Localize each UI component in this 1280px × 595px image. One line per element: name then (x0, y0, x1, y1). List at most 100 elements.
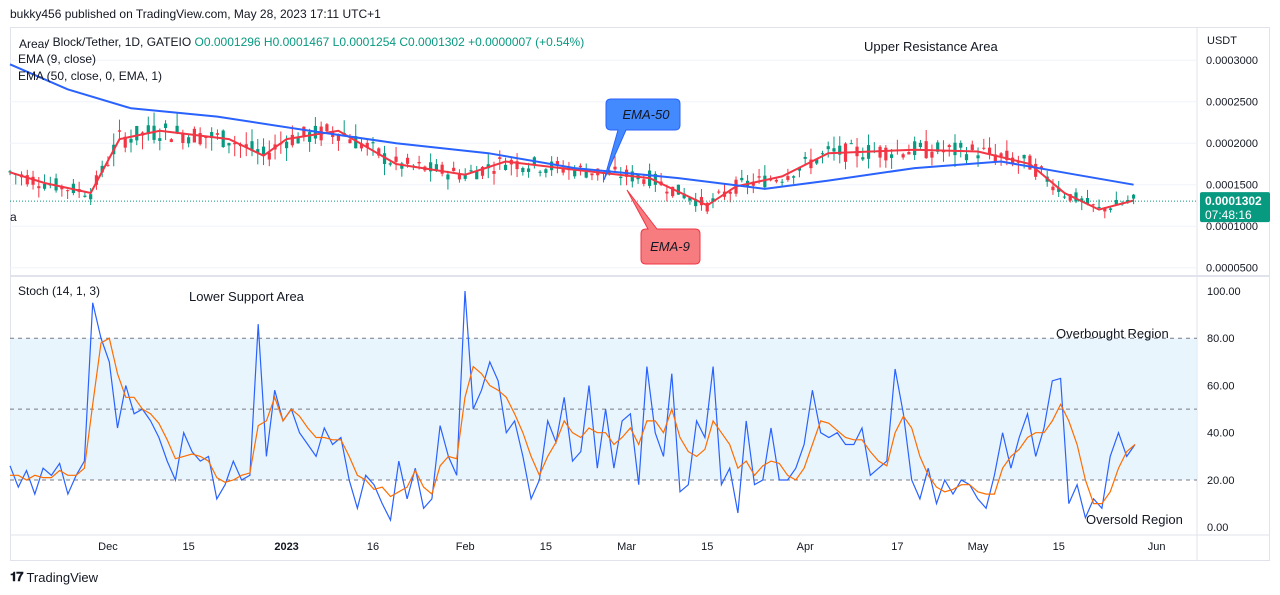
stoch-d-line[interactable] (10, 337, 1136, 505)
candle-body (694, 199, 698, 207)
stoch-legend[interactable]: Stoch (14, 1, 3) (18, 284, 101, 298)
time-tick-label: May (968, 541, 989, 553)
stoch-tick-label: 60.00 (1207, 380, 1235, 392)
candle-body (826, 146, 830, 150)
ema50-callout-label: EMA-50 (623, 107, 671, 122)
candle-body (394, 156, 398, 162)
candle-body (987, 147, 992, 155)
candle-body (717, 191, 721, 193)
ohlc-values: O0.0001296 H0.0001467 L0.0001254 C0.0001… (194, 35, 585, 49)
candle-body (446, 174, 450, 180)
candle-body (550, 161, 554, 171)
candle-body (711, 198, 715, 202)
candle-body (371, 142, 375, 144)
candle-body (590, 173, 594, 176)
candle-body (181, 133, 185, 143)
time-tick-label: 15 (1053, 541, 1065, 553)
time-tick-label: Apr (797, 541, 814, 553)
footer-brand[interactable]: 𝟏𝟕 TradingView (10, 569, 98, 585)
stoch-k-line[interactable] (9, 290, 1136, 523)
candle-body (480, 167, 485, 176)
candle-body (233, 143, 237, 145)
candle-body (1108, 208, 1113, 210)
candle-body (1011, 157, 1015, 165)
chart-legend: Lucky Block/Tether, 1D, GATEIO O0.000129… (18, 34, 584, 85)
time-axis-ticks: Dec 15 2023 16 Feb 15 Mar 15 Apr 17 May 15 Jun (98, 541, 1165, 553)
candle-body (1022, 154, 1026, 159)
candle-body (325, 124, 329, 132)
candle-body (676, 184, 681, 195)
candle-body (54, 178, 58, 191)
candle-body (187, 137, 191, 144)
candle-body (705, 202, 709, 212)
last-price-badge: 0.0001302 07:48:16 (1200, 192, 1270, 223)
candle-body (175, 125, 179, 133)
candle-body (878, 146, 882, 158)
candle-body (83, 195, 87, 197)
publish-info: bukky456 published on TradingView.com, M… (10, 7, 381, 21)
candle-body (573, 169, 577, 177)
stoch-tick-label: 100.00 (1207, 286, 1241, 298)
candle-body (901, 154, 905, 158)
time-tick-label: Feb (456, 541, 475, 553)
candle-body (492, 171, 496, 174)
candle-body (1034, 163, 1038, 177)
candle-body (302, 126, 306, 136)
candle-body (1057, 187, 1061, 192)
candle-body (642, 179, 646, 184)
candle-body (434, 164, 438, 172)
candle-body (429, 162, 433, 172)
candle-body (964, 154, 969, 161)
candle-body (388, 163, 392, 165)
ema9-callout: EMA-9 (626, 189, 701, 265)
candle-body (763, 175, 767, 188)
candle-body (832, 148, 836, 152)
ema9-callout-label: EMA-9 (650, 239, 690, 254)
legend-ema50[interactable]: EMA (50, close, 0, EMA, 1) (18, 69, 163, 83)
candle-body (261, 146, 266, 155)
candle-body (970, 144, 974, 151)
time-tick-label: 15 (701, 541, 713, 553)
candle-body (780, 181, 784, 183)
candle-body (129, 138, 133, 143)
candle-body (740, 177, 744, 181)
candle-body (820, 153, 825, 155)
candle-body (146, 125, 150, 135)
oversold-label: Oversold Region (1086, 512, 1183, 527)
candle-body (561, 168, 565, 173)
candle-body (158, 138, 162, 141)
ema50-line[interactable] (9, 63, 1134, 190)
brand-label: TradingView (26, 569, 99, 585)
candle-body (308, 132, 312, 142)
candle-body (953, 142, 957, 156)
legend-ema9[interactable]: EMA (9, close) (18, 52, 97, 66)
candle-body (227, 143, 231, 146)
legend-symbol-row[interactable]: Lucky Block/Tether, 1D, GATEIO O0.000129… (18, 34, 584, 51)
candle-body (1074, 192, 1078, 202)
stoch-tick-label: 80.00 (1207, 333, 1235, 345)
candle-body (475, 171, 479, 180)
candle-body (1080, 198, 1084, 202)
candle-body (665, 191, 669, 194)
candle-body (452, 167, 456, 172)
candle-body (515, 161, 519, 170)
candle-body (688, 197, 692, 201)
candle-body (117, 130, 122, 132)
candle-body (94, 175, 99, 185)
ema-lines (9, 63, 1134, 211)
candles (8, 112, 1136, 219)
candle-body (400, 163, 404, 169)
stoch-tick-label: 40.00 (1207, 428, 1235, 440)
candle-body (1097, 206, 1101, 208)
candle-body (377, 148, 381, 156)
candle-body (440, 164, 444, 174)
stoch-band (10, 337, 1197, 481)
stoch-axis-ticks: 100.00 80.00 60.00 40.00 20.00 0.00 (1207, 286, 1241, 534)
candle-body (786, 176, 790, 180)
ema9-line[interactable] (9, 129, 1134, 211)
candle-body (100, 165, 104, 173)
candle-body (999, 153, 1003, 157)
candle-body (498, 157, 502, 159)
candle-body (538, 171, 542, 173)
